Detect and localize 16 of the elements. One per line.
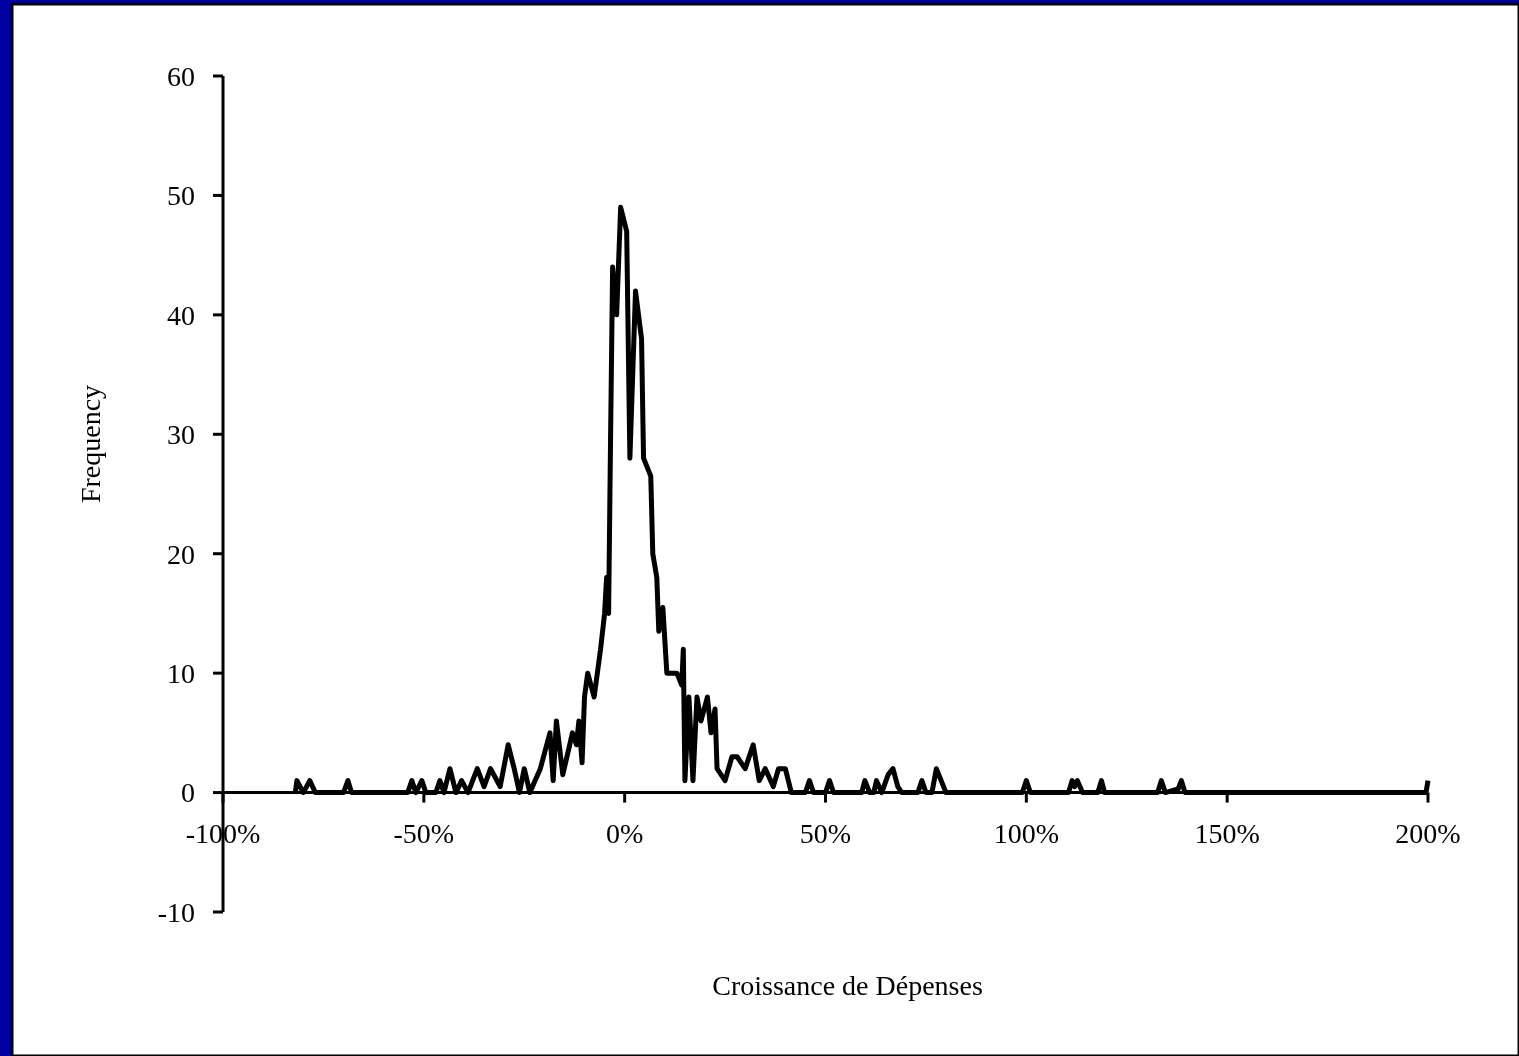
- y-tick-label: 60: [167, 60, 195, 92]
- x-tick-label: -50%: [393, 817, 455, 849]
- y-tick-label: 50: [167, 180, 195, 212]
- x-tick-label: 50%: [799, 817, 852, 849]
- y-tick-label: 10: [167, 657, 195, 689]
- x-tick-label: 100%: [993, 817, 1059, 849]
- x-tick-label: 200%: [1395, 817, 1461, 849]
- y-axis-title: Frequency: [75, 384, 106, 504]
- x-tick-label: 150%: [1194, 817, 1260, 849]
- y-tick-label: 20: [167, 538, 195, 570]
- y-tick-label: 40: [167, 299, 195, 331]
- y-tick-label: 0: [181, 777, 195, 809]
- x-axis-title: Croissance de Dépenses: [712, 970, 983, 1001]
- y-tick-label: 30: [167, 419, 195, 451]
- x-tick-label: 0%: [606, 817, 644, 849]
- y-tick-label: -10: [157, 896, 195, 928]
